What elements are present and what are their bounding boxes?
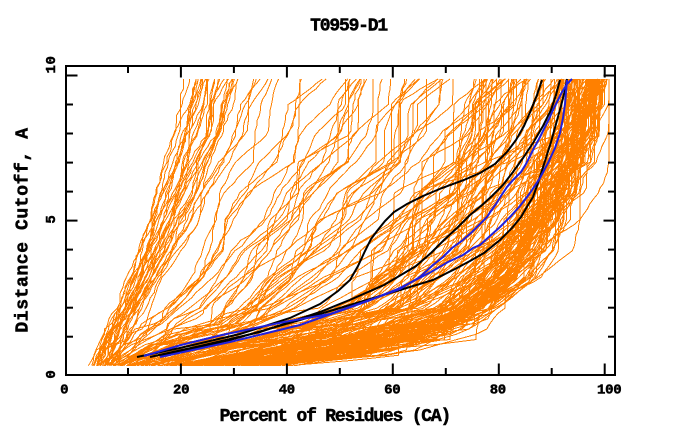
svg-text:Distance Cutoff, A: Distance Cutoff, A	[14, 127, 34, 332]
svg-text:20: 20	[173, 383, 189, 399]
svg-text:100: 100	[597, 383, 621, 399]
svg-text:10: 10	[44, 55, 60, 73]
svg-text:0: 0	[60, 383, 68, 399]
svg-text:0: 0	[44, 370, 60, 378]
svg-text:Percent of Residues (CA): Percent of Residues (CA)	[220, 407, 450, 427]
svg-text:40: 40	[279, 383, 295, 399]
svg-text:T0959-D1: T0959-D1	[310, 17, 388, 37]
svg-text:60: 60	[384, 383, 400, 399]
svg-text:80: 80	[490, 383, 506, 399]
svg-text:5: 5	[44, 215, 60, 223]
